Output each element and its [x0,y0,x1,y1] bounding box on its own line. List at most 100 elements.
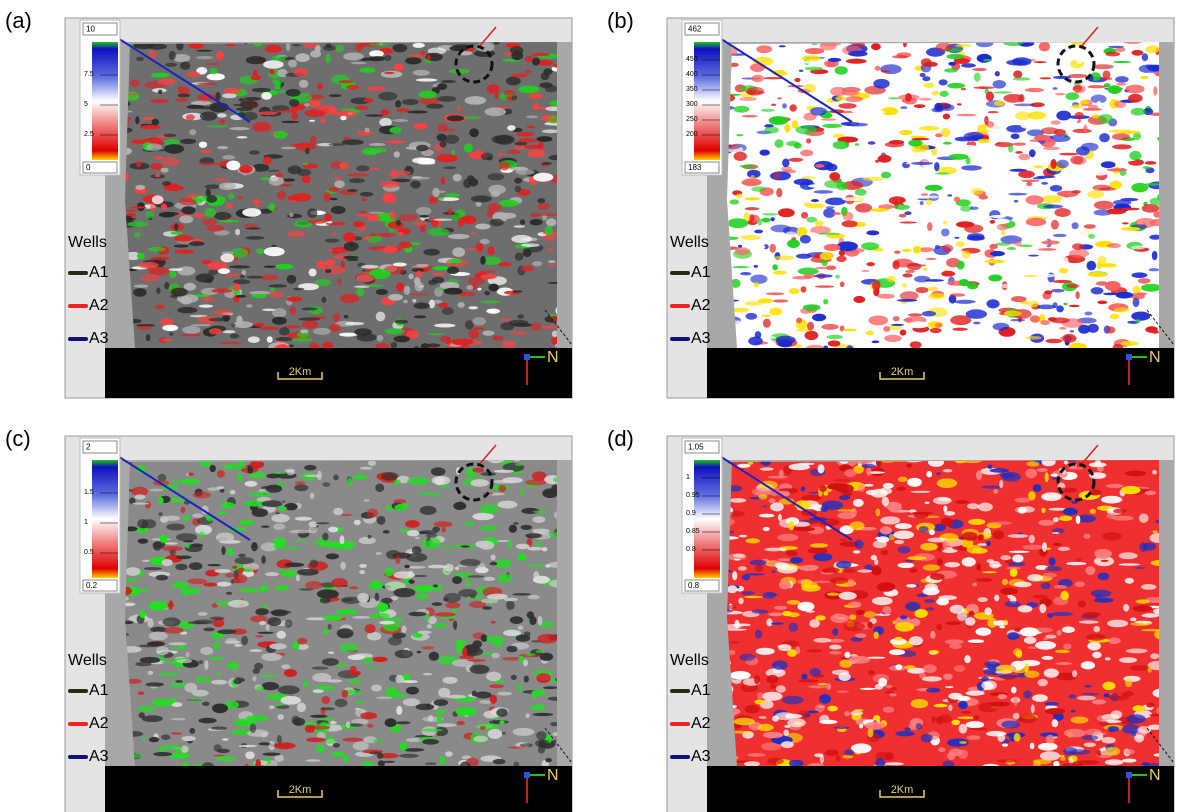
texture [800,235,811,244]
legend-item: A2 [691,715,711,732]
texture [1092,652,1102,659]
texture [542,547,548,551]
texture [269,70,275,75]
texture [416,207,431,216]
texture [810,107,827,116]
texture [796,318,802,324]
texture [455,567,459,570]
texture [359,570,365,574]
texture [994,101,1005,106]
texture [321,707,336,710]
texture [1072,670,1077,677]
texture [296,540,306,542]
texture [988,465,993,469]
texture [231,323,235,327]
texture [1072,222,1079,229]
texture [511,235,532,243]
texture [911,512,933,515]
texture [770,684,776,689]
texture [131,140,146,144]
texture [794,78,800,82]
texture [805,48,824,54]
texture [511,51,523,60]
texture [334,180,345,188]
texture [728,218,749,228]
texture [292,44,301,46]
texture [532,692,536,701]
texture [187,578,207,584]
texture [954,665,965,672]
texture [181,206,195,214]
texture [1132,705,1145,711]
texture [736,56,740,61]
texture [809,668,821,676]
texture [892,260,899,269]
texture [384,568,394,577]
texture [507,150,520,154]
texture [781,741,794,748]
texture [782,696,803,705]
texture [1056,662,1073,665]
texture [832,628,838,636]
texture [1029,535,1035,543]
texture [390,211,395,219]
texture [453,621,457,630]
texture [388,221,404,229]
texture [806,217,817,223]
texture [192,690,209,697]
texture [338,111,357,118]
texture [251,294,267,298]
texture [740,165,756,168]
texture [956,241,965,247]
texture [360,192,373,197]
texture [1064,461,1069,465]
texture [246,227,261,229]
texture [1098,573,1110,581]
texture [186,652,190,657]
texture [955,237,960,239]
texture [222,738,229,741]
texture [870,208,889,211]
texture [814,190,834,194]
texture [219,119,225,124]
texture [365,128,370,133]
texture [1071,717,1089,724]
texture [467,575,484,577]
texture [322,658,339,666]
texture [141,737,147,740]
texture [428,228,450,236]
texture [976,578,993,582]
texture [480,504,499,513]
texture [526,115,538,118]
texture [1125,678,1132,687]
texture [909,569,918,573]
texture [517,554,526,562]
texture [137,326,152,330]
texture [533,510,548,513]
texture [418,631,432,634]
texture [848,602,861,608]
texture [990,215,1007,218]
texture [396,220,401,226]
texture [261,526,270,528]
texture [150,163,162,170]
texture [433,219,452,221]
texture [925,185,943,191]
texture [881,70,890,72]
texture [992,564,1002,567]
texture [878,236,889,241]
texture [955,137,975,142]
texture [738,566,747,570]
texture [868,141,876,145]
texture [914,104,926,108]
texture [905,93,912,102]
texture [279,90,286,94]
texture [920,73,926,77]
texture [258,632,274,634]
texture [1053,517,1059,522]
legend-title: Wells [68,652,107,669]
texture [1079,620,1099,623]
texture [959,279,970,286]
texture [192,513,203,517]
texture [262,500,283,507]
